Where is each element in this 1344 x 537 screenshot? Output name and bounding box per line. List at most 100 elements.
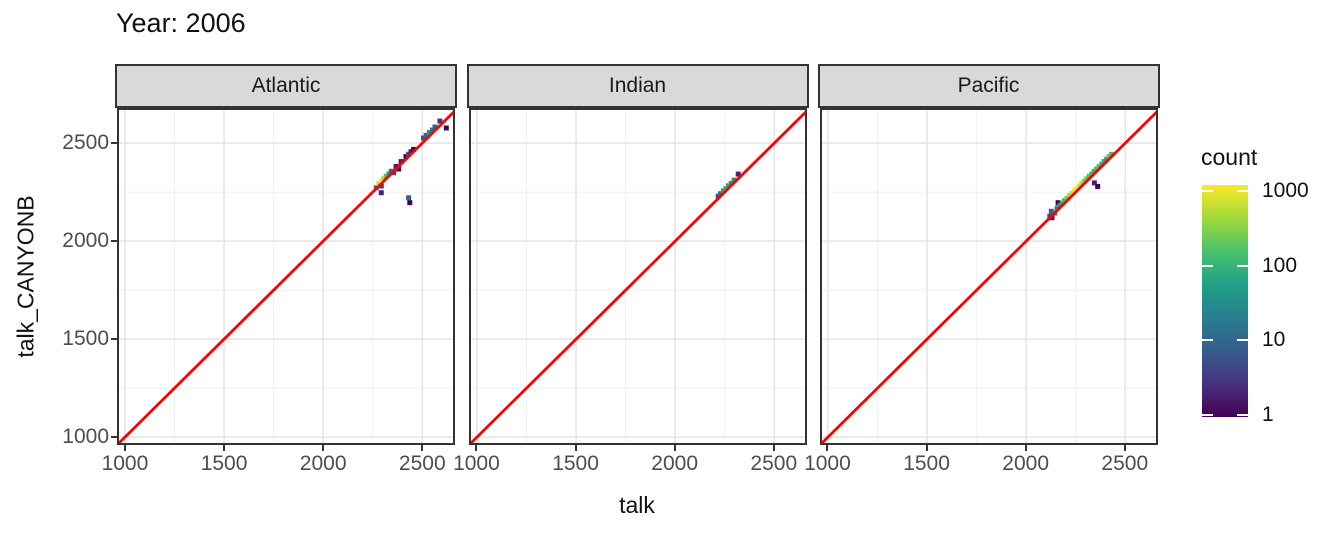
- panel-border: [819, 108, 1158, 445]
- x-tick: [1024, 445, 1027, 451]
- panel-grid: [819, 108, 1158, 445]
- bin: [1059, 200, 1065, 206]
- x-axis-title: talk: [619, 492, 655, 518]
- bin: [1071, 188, 1077, 194]
- legend-tick: [1237, 413, 1248, 416]
- bin: [1076, 183, 1082, 189]
- legend-tick-label: 1: [1262, 402, 1274, 426]
- bin: [423, 132, 429, 138]
- bin: [406, 195, 412, 201]
- bin: [383, 173, 389, 179]
- bin: [1091, 168, 1097, 174]
- x-tick: [1123, 445, 1126, 451]
- bin: [1096, 163, 1102, 169]
- bin: [1064, 195, 1069, 201]
- plot-title: Year: 2006: [116, 8, 246, 38]
- x-tick-label: 1500: [552, 452, 599, 475]
- facet-strip-pacific: Pacific: [817, 64, 1160, 108]
- bin: [1078, 181, 1084, 187]
- bin: [1094, 183, 1100, 189]
- identity-line: [468, 108, 807, 445]
- legend-tick-label: 10: [1262, 328, 1286, 352]
- x-tick-label: 2000: [1002, 452, 1050, 475]
- panel-border: [468, 108, 807, 445]
- bin: [1066, 193, 1072, 199]
- legend-tick: [1202, 264, 1213, 267]
- bin: [407, 200, 413, 206]
- bin: [403, 154, 409, 160]
- x-tick: [123, 445, 126, 451]
- x-tick: [421, 445, 424, 451]
- y-tick: [111, 338, 117, 341]
- bin: [437, 118, 443, 124]
- x-tick: [826, 445, 829, 451]
- facet-strip-atlantic: Atlantic: [115, 64, 457, 108]
- y-tick-label: 2000: [62, 229, 109, 253]
- facet-strip-label: Pacific: [957, 74, 1020, 97]
- bin: [396, 166, 402, 172]
- bin: [1103, 156, 1109, 162]
- bin: [1108, 151, 1114, 157]
- identity-line: [819, 108, 1158, 445]
- panel-grid: [117, 108, 455, 445]
- bin: [411, 146, 417, 152]
- bin: [421, 135, 426, 141]
- bin: [1088, 171, 1094, 177]
- bin: [406, 151, 412, 157]
- bin: [728, 180, 734, 186]
- bin: [426, 130, 432, 135]
- y-axis-title: talk_CANYONB: [12, 195, 39, 358]
- x-tick: [925, 445, 928, 451]
- bin: [1069, 191, 1074, 196]
- legend-tick: [1202, 190, 1213, 193]
- bin: [1101, 159, 1107, 164]
- bin: [1049, 215, 1055, 221]
- x-tick: [322, 445, 325, 451]
- x-tick: [772, 445, 775, 451]
- x-tick-label: 1000: [453, 452, 500, 475]
- bin: [1083, 176, 1089, 182]
- facet-panel-pacific: [819, 108, 1158, 445]
- facet-panel-indian: [468, 108, 807, 445]
- bin: [725, 183, 731, 189]
- x-tick-label: 2500: [398, 452, 446, 475]
- legend-tick: [1202, 339, 1213, 342]
- bins-layer: [373, 118, 449, 206]
- bin: [393, 163, 399, 169]
- bin: [1054, 205, 1060, 211]
- bin: [1073, 186, 1079, 192]
- bin: [720, 188, 726, 194]
- y-tick: [111, 436, 117, 439]
- bin: [386, 171, 392, 177]
- x-tick-label: 1500: [903, 452, 950, 475]
- x-tick-label: 1000: [804, 452, 851, 475]
- bin: [398, 159, 404, 164]
- x-tick-label: 2500: [750, 452, 798, 475]
- legend-tick-label: 100: [1262, 253, 1298, 277]
- bin: [432, 124, 438, 130]
- x-tick-label: 2000: [651, 452, 699, 475]
- bin: [443, 125, 449, 131]
- x-tick-label: 2500: [1101, 452, 1149, 475]
- bin: [1106, 154, 1111, 160]
- x-tick: [223, 445, 226, 451]
- legend-tick-label: 1000: [1262, 179, 1309, 203]
- bin: [1091, 180, 1097, 186]
- y-tick-label: 1000: [62, 425, 109, 449]
- facet-strip-indian: Indian: [466, 64, 809, 108]
- bin: [378, 190, 384, 196]
- bin: [378, 183, 384, 189]
- x-tick-label: 1500: [200, 452, 248, 475]
- legend-tick: [1237, 190, 1248, 193]
- y-tick-label: 2500: [62, 131, 109, 155]
- bin: [717, 191, 723, 197]
- bin: [408, 149, 414, 155]
- bin: [1086, 173, 1092, 179]
- x-tick: [475, 445, 478, 451]
- legend-colorbar: [1202, 185, 1248, 417]
- bin: [1048, 208, 1054, 214]
- x-tick-label: 2000: [299, 452, 347, 475]
- bin: [722, 186, 728, 192]
- panel-border: [117, 108, 455, 445]
- bin: [429, 127, 435, 133]
